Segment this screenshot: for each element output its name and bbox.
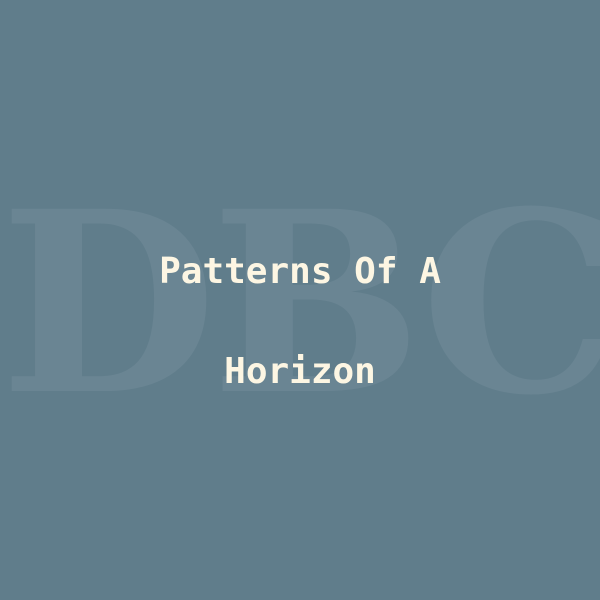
- title-line-1: Patterns Of A: [159, 251, 441, 292]
- title-line-2: Horizon: [224, 351, 376, 392]
- watermark-logo: DBC: [0, 156, 600, 450]
- cover-title: Patterns Of A Horizon: [0, 222, 600, 422]
